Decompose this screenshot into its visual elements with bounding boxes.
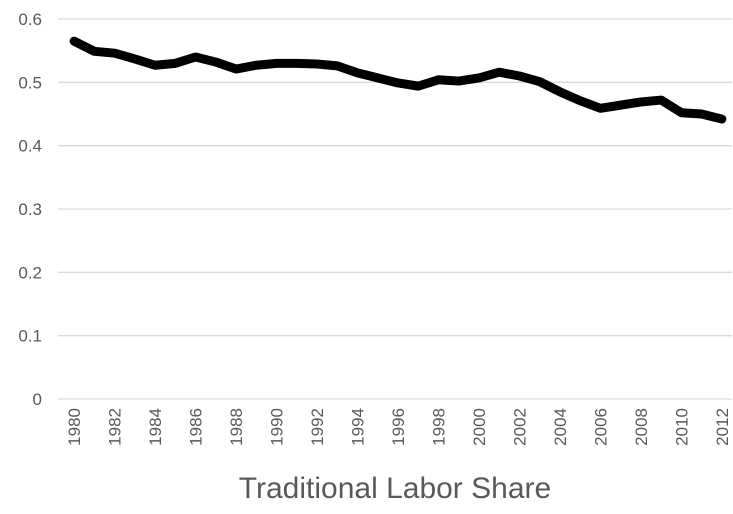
x-tick-label: 2008 xyxy=(632,408,651,446)
x-tick-label: 1996 xyxy=(389,408,408,446)
x-tick-label: 1984 xyxy=(146,408,165,446)
x-tick-label: 2000 xyxy=(470,408,489,446)
x-tick-label: 2004 xyxy=(551,408,570,446)
y-tick-label: 0 xyxy=(33,390,42,409)
y-tick-label: 0.2 xyxy=(18,263,42,282)
chart-title: Traditional Labor Share xyxy=(239,472,551,505)
x-tick-label: 2002 xyxy=(510,408,529,446)
y-tick-label: 0.4 xyxy=(18,137,42,156)
x-tick-label: 1988 xyxy=(227,408,246,446)
x-tick-label: 1982 xyxy=(106,408,125,446)
y-tick-label: 0.5 xyxy=(18,73,42,92)
data-line xyxy=(69,36,727,124)
x-tick-label: 1986 xyxy=(187,408,206,446)
y-tick-label: 0.1 xyxy=(18,327,42,346)
x-tick-label: 1990 xyxy=(268,408,287,446)
x-tick-label: 1994 xyxy=(349,408,368,446)
x-tick-label: 2010 xyxy=(672,408,691,446)
y-tick-label: 0.3 xyxy=(18,200,42,219)
x-tick-label: 1998 xyxy=(429,408,448,446)
x-tick-label: 2012 xyxy=(713,408,732,446)
x-tick-label: 1980 xyxy=(65,408,84,446)
x-tick-label: 1992 xyxy=(308,408,327,446)
y-tick-label: 0.6 xyxy=(18,10,42,29)
x-tick-label: 2006 xyxy=(591,408,610,446)
